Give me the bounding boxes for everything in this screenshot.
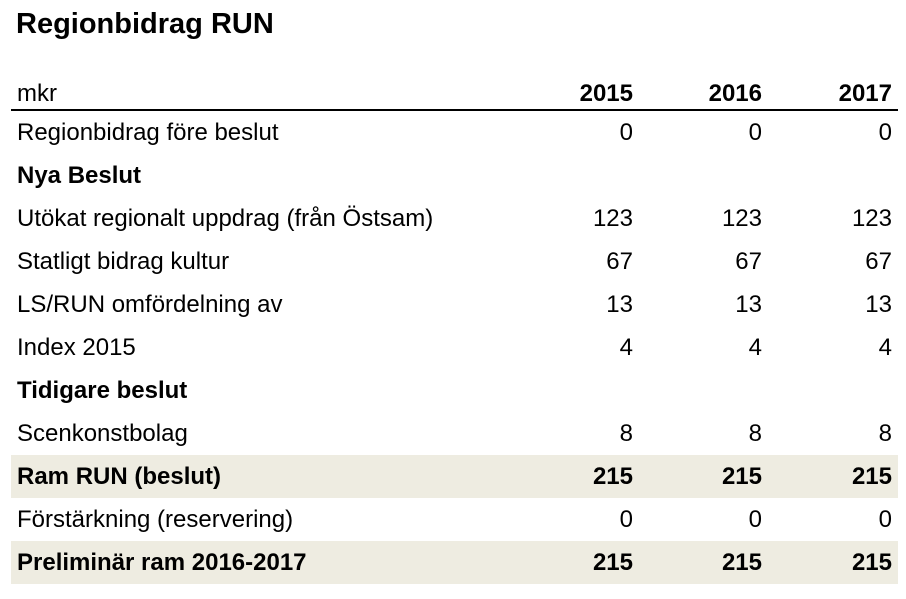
row-label: Utökat regionalt uppdrag (från Östsam): [17, 204, 434, 232]
row-label: Regionbidrag före beslut: [17, 118, 279, 146]
row-label: Preliminär ram 2016-2017: [11, 541, 510, 584]
section-heading-row: Nya Beslut: [11, 154, 898, 197]
table-body: Regionbidrag före beslut 0 0 0 Nya Beslut Utö…: [11, 110, 898, 584]
row-value: [768, 369, 898, 412]
unit-header: mkr: [17, 80, 57, 107]
row-value: 13: [735, 290, 762, 318]
row-value: 13: [865, 290, 892, 318]
row-value: 0: [748, 118, 762, 146]
row-value: 0: [619, 118, 633, 146]
row-value: 67: [606, 247, 633, 275]
row-label: Förstärkning (reservering): [17, 505, 294, 533]
row-value: 215: [768, 455, 898, 498]
row-value: 215: [768, 541, 898, 584]
row-value: 0: [619, 505, 633, 533]
row-value: 0: [878, 118, 892, 146]
row-value: 4: [878, 333, 892, 361]
section-heading-row: Tidigare beslut: [11, 369, 898, 412]
row-value: [768, 154, 898, 197]
row-value: 4: [619, 333, 633, 361]
row-value: 123: [592, 204, 633, 232]
table-row: Index 2015 4 4 4: [11, 326, 898, 369]
row-value: 215: [639, 455, 768, 498]
row-value: 8: [878, 419, 892, 447]
row-value: 215: [510, 455, 639, 498]
row-label: LS/RUN omfördelning av: [17, 290, 283, 318]
year-header: 2015: [579, 80, 633, 107]
row-value: [639, 154, 768, 197]
year-header: 2016: [708, 80, 762, 107]
row-label: Statligt bidrag kultur: [17, 247, 230, 275]
row-label: Index 2015: [17, 333, 136, 361]
row-label: Ram RUN (beslut): [11, 455, 510, 498]
table-header-row: mkr 2015 2016 2017: [11, 70, 898, 110]
row-value: [510, 369, 639, 412]
table-row: Scenkonstbolag 8 8 8: [11, 412, 898, 455]
budget-table: mkr 2015 2016 2017 Regionbidrag före bes…: [11, 70, 898, 584]
row-value: 8: [619, 419, 633, 447]
row-value: 67: [735, 247, 762, 275]
row-value: 0: [878, 505, 892, 533]
row-value: 13: [606, 290, 633, 318]
row-label: Scenkonstbolag: [17, 419, 188, 447]
row-value: [639, 369, 768, 412]
page-title: Regionbidrag RUN: [16, 8, 274, 40]
table-row: Statligt bidrag kultur 67 67 67: [11, 240, 898, 283]
row-value: 215: [510, 541, 639, 584]
row-value: 215: [639, 541, 768, 584]
row-label: Nya Beslut: [17, 161, 142, 189]
year-header: 2017: [838, 80, 892, 107]
row-value: [510, 154, 639, 197]
table-row: Regionbidrag före beslut 0 0 0: [11, 110, 898, 154]
row-value: 123: [721, 204, 762, 232]
row-value: 0: [748, 505, 762, 533]
total-row: Ram RUN (beslut) 215 215 215: [11, 455, 898, 498]
row-value: 67: [865, 247, 892, 275]
table-row: Förstärkning (reservering) 0 0 0: [11, 498, 898, 541]
table-row: Utökat regionalt uppdrag (från Östsam) 12…: [11, 197, 898, 240]
row-value: 4: [748, 333, 762, 361]
total-row: Preliminär ram 2016-2017 215 215 215: [11, 541, 898, 584]
row-label: Tidigare beslut: [17, 376, 188, 404]
table-row: LS/RUN omfördelning av 13 13 13: [11, 283, 898, 326]
row-value: 8: [748, 419, 762, 447]
row-value: 123: [851, 204, 892, 232]
